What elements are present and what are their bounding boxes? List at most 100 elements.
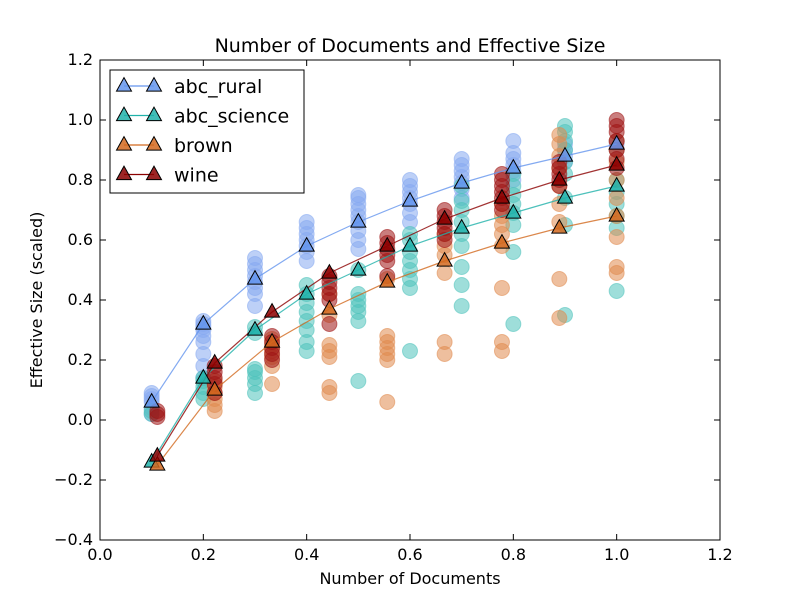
abc_science-mean-marker bbox=[453, 218, 471, 234]
abc_science-point bbox=[453, 193, 470, 209]
brown-point bbox=[321, 337, 338, 353]
abc_rural-mean-line bbox=[151, 143, 617, 403]
abc_rural-point bbox=[298, 214, 315, 230]
legend-marker bbox=[115, 76, 133, 92]
brown-mean-marker bbox=[608, 206, 626, 222]
brown-point bbox=[608, 190, 625, 206]
abc_science-mean-marker bbox=[556, 188, 574, 204]
brown-point bbox=[379, 328, 396, 344]
abc_science-point bbox=[247, 361, 263, 377]
mean-markers bbox=[143, 134, 626, 471]
abc_rural-point bbox=[402, 172, 418, 188]
abc_rural-mean-marker bbox=[349, 212, 367, 228]
y-tick-label: 0.2 bbox=[68, 350, 93, 369]
x-axis-label: Number of Documents bbox=[319, 569, 500, 588]
brown-mean-marker bbox=[493, 233, 511, 249]
abc_science-mean-marker bbox=[298, 284, 316, 300]
wine-mean-marker bbox=[493, 188, 511, 204]
legend-label: abc_rural bbox=[174, 76, 262, 98]
abc_rural-point bbox=[247, 250, 263, 266]
abc_science-mean-marker bbox=[349, 260, 367, 276]
legend-box bbox=[109, 69, 305, 194]
x-tick-label: 0.4 bbox=[294, 545, 319, 564]
abc_rural-mean-marker bbox=[194, 314, 212, 330]
abc_rural-point bbox=[505, 133, 522, 149]
legend-marker bbox=[145, 165, 163, 181]
wine-mean-marker bbox=[263, 302, 281, 318]
x-tick-label: 1.0 bbox=[604, 545, 629, 564]
abc_science-point bbox=[350, 373, 367, 389]
brown-point bbox=[493, 334, 510, 350]
x-axis: 0.0 0.2 0.4 0.6 0.8 1.0 1.2 bbox=[87, 60, 733, 564]
brown-mean-marker bbox=[149, 455, 166, 471]
brown-point bbox=[379, 394, 396, 410]
abc_science-point bbox=[350, 286, 367, 302]
y-tick-label: 0.6 bbox=[68, 230, 93, 249]
abc_science-mean-marker bbox=[246, 320, 264, 336]
x-tick-label: 1.2 bbox=[707, 545, 732, 564]
x-tick-label: 0.8 bbox=[501, 545, 526, 564]
brown-point bbox=[436, 265, 453, 281]
y-tick-label: 0.0 bbox=[68, 410, 93, 429]
brown-point bbox=[264, 376, 281, 392]
y-tick-label: 1.0 bbox=[68, 110, 93, 129]
y-tick-label: 1.2 bbox=[68, 50, 93, 69]
abc_rural-point bbox=[453, 151, 470, 167]
abc_rural-mean-marker bbox=[453, 173, 471, 189]
y-tick-label: −0.4 bbox=[54, 530, 93, 549]
y-tick-label: −0.2 bbox=[54, 470, 93, 489]
abc_science-mean-marker bbox=[504, 203, 522, 219]
brown-point bbox=[321, 379, 338, 395]
brown-point bbox=[608, 259, 625, 275]
wine-mean-marker bbox=[608, 155, 626, 171]
legend-marker bbox=[145, 106, 163, 122]
x-tick-label: 0.2 bbox=[191, 545, 216, 564]
wine-mean-marker bbox=[321, 263, 338, 279]
abc_science-point bbox=[453, 277, 470, 293]
brown-mean-marker bbox=[550, 218, 568, 234]
brown-point bbox=[551, 127, 568, 143]
legend-label: brown bbox=[174, 135, 233, 157]
legend-marker bbox=[145, 135, 163, 151]
legend-label: wine bbox=[174, 165, 219, 187]
wine-mean-marker bbox=[149, 446, 166, 462]
abc_rural-mean-marker bbox=[246, 269, 264, 285]
brown-mean-marker bbox=[206, 380, 224, 396]
wine-mean-marker bbox=[436, 209, 453, 225]
abc_rural-mean-marker bbox=[401, 191, 419, 207]
plot-area bbox=[143, 112, 626, 471]
abc_science-mean-marker bbox=[608, 176, 626, 192]
brown-mean-marker bbox=[436, 251, 453, 267]
brown-mean-marker bbox=[378, 272, 396, 288]
brown-mean-marker bbox=[321, 299, 338, 315]
abc_science-point bbox=[453, 259, 470, 275]
abc_science-mean-line bbox=[151, 185, 617, 463]
chart-title: Number of Documents and Effective Size bbox=[215, 35, 606, 57]
y-tick-label: 0.4 bbox=[68, 290, 93, 309]
brown-point bbox=[493, 280, 510, 296]
abc_rural-mean-marker bbox=[556, 146, 574, 162]
legend-marker bbox=[145, 76, 163, 92]
abc_rural-point bbox=[350, 187, 367, 203]
abc_rural-mean-marker bbox=[504, 158, 522, 174]
abc_science-point bbox=[505, 316, 522, 332]
abc_science-point bbox=[402, 343, 418, 359]
wine-mean-marker bbox=[378, 236, 396, 252]
abc_rural-mean-marker bbox=[298, 236, 316, 252]
brown-point bbox=[551, 310, 568, 326]
wine-point bbox=[321, 316, 338, 332]
abc_science-point bbox=[453, 298, 470, 314]
abc_science-point bbox=[608, 283, 625, 299]
abc_science-mean-marker bbox=[194, 368, 212, 384]
x-tick-label: 0.0 bbox=[87, 545, 112, 564]
abc_science-mean-marker bbox=[401, 236, 419, 252]
brown-mean-marker bbox=[263, 332, 281, 348]
wine-mean-marker bbox=[206, 353, 224, 369]
abc_rural-mean-marker bbox=[608, 134, 626, 150]
legend-marker bbox=[115, 106, 133, 122]
abc_rural-mean-marker bbox=[143, 392, 161, 408]
wine-point bbox=[493, 166, 510, 182]
brown-point bbox=[551, 271, 568, 287]
